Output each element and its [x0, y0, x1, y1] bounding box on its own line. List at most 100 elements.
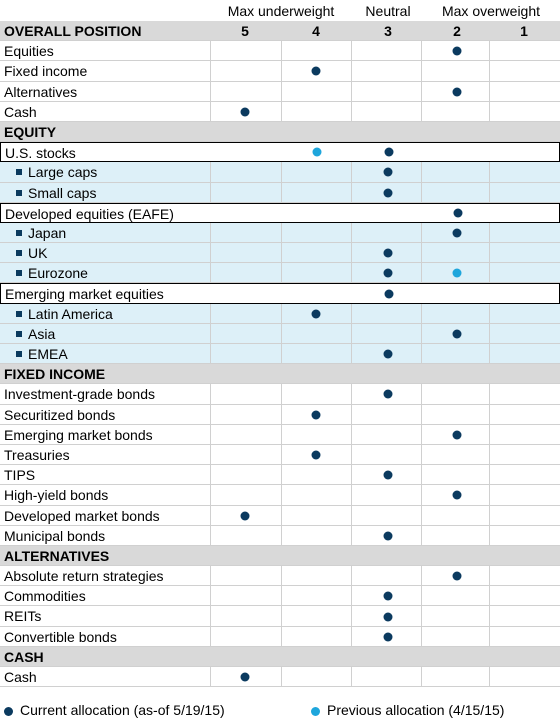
column-divider — [281, 566, 282, 587]
row-label-text: Fixed income — [4, 63, 88, 80]
column-divider — [210, 263, 211, 284]
section-row-alternatives: ALTERNATIVES — [0, 545, 560, 567]
row-label: UK — [16, 245, 47, 261]
column-divider — [210, 485, 211, 506]
row-label: Securitized bonds — [4, 407, 115, 423]
column-divider — [421, 525, 422, 546]
section-row-cash: CASH — [0, 646, 560, 667]
column-divider — [281, 606, 282, 627]
row-label-text: OVERALL POSITION — [4, 23, 142, 39]
current-allocation-dot-icon — [452, 490, 462, 500]
column-divider — [351, 626, 352, 647]
row-treasuries: Treasuries — [0, 444, 560, 466]
row-divider — [0, 40, 560, 42]
row-label-text: ALTERNATIVES — [4, 547, 110, 564]
column-divider — [489, 626, 490, 647]
row-asia: Asia — [0, 323, 560, 344]
column-divider — [281, 667, 282, 688]
current-allocation-dot-icon — [4, 707, 13, 716]
row-label: Cash — [4, 104, 37, 120]
row-label-text: REITs — [4, 608, 42, 625]
column-divider — [351, 41, 352, 62]
column-divider — [489, 424, 490, 445]
row-label-text: Eurozone — [28, 265, 88, 282]
row-eurozone: Eurozone — [0, 263, 560, 284]
column-divider — [489, 81, 490, 102]
row-label: Fixed income — [4, 63, 87, 79]
row-emerging-market-equities: Emerging market equities — [0, 283, 560, 304]
row-emea: EMEA — [0, 344, 560, 365]
column-divider — [421, 606, 422, 627]
column-divider — [351, 303, 352, 324]
current-allocation-dot-icon — [384, 289, 394, 299]
row-divider — [0, 666, 560, 667]
row-label: High-yield bonds — [4, 487, 108, 503]
row-label-text: Securitized bonds — [4, 406, 116, 423]
row-divider — [0, 524, 560, 526]
row-divider — [0, 504, 560, 506]
column-divider — [421, 566, 422, 587]
row-label: Emerging market equities — [5, 286, 164, 302]
previous-allocation-dot-icon — [312, 147, 322, 157]
row-divider — [0, 605, 560, 607]
current-allocation-dot-icon — [383, 470, 393, 480]
row-label: Eurozone — [16, 265, 88, 281]
max-overweight-label: Max overweight — [441, 3, 541, 19]
section-row-fixed-income: FIXED INCOME — [0, 364, 560, 385]
column-divider — [351, 222, 352, 244]
row-divider — [0, 262, 560, 264]
row-developed-equities-eafe: Developed equities (EAFE) — [0, 202, 560, 223]
row-label-text: Developed equities (EAFE) — [5, 205, 174, 222]
row-label-text: Small caps — [28, 184, 97, 201]
row-label-text: Investment-grade bonds — [4, 386, 155, 403]
column-divider — [281, 505, 282, 526]
column-divider — [351, 444, 352, 466]
bullet-square-icon — [16, 351, 22, 357]
column-divider — [489, 444, 490, 466]
row-label-text: Commodities — [4, 588, 86, 605]
row-label-text: Convertible bonds — [4, 628, 117, 645]
column-divider — [421, 222, 422, 244]
bullet-square-icon — [16, 229, 22, 236]
column-divider — [351, 525, 352, 546]
row-divider — [0, 80, 560, 82]
column-divider — [281, 424, 282, 445]
column-divider — [210, 344, 211, 365]
column-divider — [489, 667, 490, 688]
row-label-text: Japan — [28, 224, 67, 241]
column-divider — [489, 323, 490, 344]
legend-previous: Previous allocation (4/15/15) — [311, 702, 504, 718]
column-divider — [281, 222, 282, 244]
legend-previous-label: Previous allocation (4/15/15) — [327, 702, 505, 718]
bullet-square-icon — [16, 310, 22, 317]
row-divider — [0, 464, 560, 466]
row-label: Japan — [16, 225, 66, 241]
row-label-text: Absolute return strategies — [4, 568, 164, 585]
column-divider — [281, 162, 282, 183]
current-allocation-dot-icon — [452, 228, 462, 238]
row-label: ALTERNATIVES — [4, 548, 109, 564]
column-divider — [489, 41, 490, 62]
column-divider — [351, 485, 352, 506]
row-label: REITs — [4, 608, 41, 624]
row-label-text: EQUITY — [4, 123, 57, 140]
column-divider — [210, 525, 211, 546]
column-divider — [210, 61, 211, 82]
current-allocation-dot-icon — [383, 167, 393, 177]
column-divider — [489, 344, 490, 365]
current-allocation-dot-icon — [383, 188, 393, 198]
column-divider — [421, 384, 422, 405]
column-divider — [281, 626, 282, 647]
row-developed-market-bonds: Developed market bonds — [0, 505, 560, 526]
row-convertible-bonds: Convertible bonds — [0, 626, 560, 647]
column-divider — [421, 323, 422, 344]
row-label: EQUITY — [4, 124, 56, 140]
column-divider — [489, 263, 490, 284]
column-divider — [421, 424, 422, 445]
column-divider — [210, 505, 211, 526]
row-divider — [0, 544, 560, 546]
bullet-square-icon — [16, 169, 22, 176]
column-divider — [351, 667, 352, 688]
current-allocation-dot-icon — [240, 107, 250, 117]
row-label: Convertible bonds — [4, 629, 117, 645]
